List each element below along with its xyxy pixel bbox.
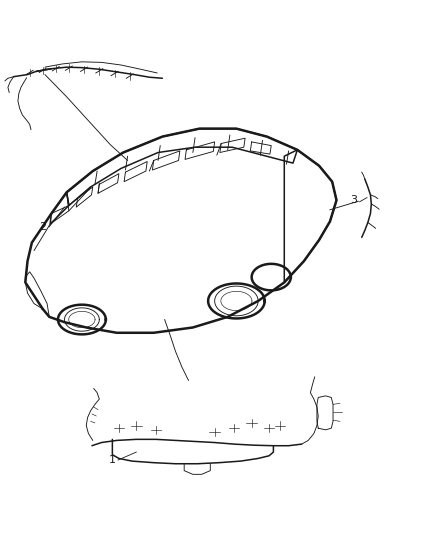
Text: 3: 3	[350, 195, 357, 205]
Text: 1: 1	[109, 455, 116, 465]
Text: 2: 2	[39, 222, 46, 232]
